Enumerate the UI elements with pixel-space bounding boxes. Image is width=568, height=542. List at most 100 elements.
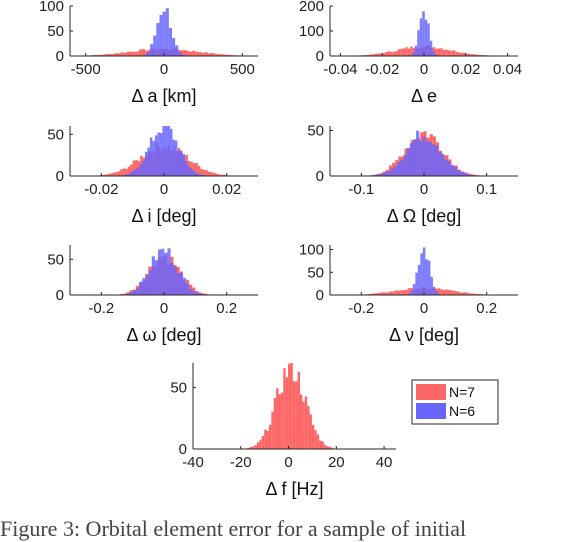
histogram-bar bbox=[380, 292, 383, 295]
histogram-bar bbox=[268, 424, 272, 449]
histogram-series bbox=[140, 8, 188, 57]
histogram-bar bbox=[372, 293, 376, 295]
x-tick-label: -0.02 bbox=[84, 181, 118, 198]
histogram-bar bbox=[278, 394, 281, 449]
histogram-bar bbox=[107, 174, 111, 176]
histogram-bar bbox=[472, 54, 476, 56]
histogram-bar bbox=[377, 292, 381, 295]
histogram-bar bbox=[390, 291, 393, 295]
histogram-bar bbox=[145, 50, 149, 56]
histogram-bar bbox=[388, 165, 393, 176]
x-tick-label: 0.2 bbox=[216, 300, 237, 317]
histogram-bar bbox=[452, 50, 456, 56]
histogram-bar bbox=[198, 52, 202, 56]
histogram-bar bbox=[475, 54, 478, 56]
histogram-bar bbox=[261, 435, 265, 449]
histogram-bar bbox=[290, 363, 293, 449]
histogram-bar bbox=[406, 148, 410, 176]
histogram-bar bbox=[183, 277, 187, 295]
histogram-bar bbox=[202, 174, 206, 176]
histogram-bar bbox=[412, 48, 416, 56]
histogram-bar bbox=[387, 292, 391, 295]
histogram-bar bbox=[285, 377, 289, 449]
histogram-bar bbox=[185, 50, 190, 56]
histogram-panel: -0.2 0 0.2 0 50 100 Δ ν [deg] bbox=[299, 242, 518, 345]
histogram-bar bbox=[170, 263, 174, 295]
histogram-bar bbox=[136, 288, 140, 295]
histogram-bar bbox=[247, 447, 250, 449]
histogram-bar bbox=[385, 51, 388, 56]
histogram-bar bbox=[447, 161, 451, 176]
histogram-bar bbox=[217, 174, 221, 176]
histogram-bar bbox=[409, 143, 413, 176]
histogram-panel: -0.04 -0.02 0 0.02 0.04 0 100 200 Δ e bbox=[299, 0, 522, 106]
histogram-bar bbox=[455, 51, 458, 56]
histogram-bar bbox=[132, 51, 136, 56]
histogram-bar bbox=[264, 429, 267, 449]
histogram-bar bbox=[104, 54, 108, 56]
histogram-bar bbox=[112, 172, 116, 176]
histogram-bar bbox=[447, 50, 451, 56]
histogram-bar bbox=[259, 439, 262, 449]
histogram-bar bbox=[380, 53, 383, 56]
x-tick-label: 40 bbox=[376, 454, 393, 471]
histogram-bar bbox=[135, 160, 138, 176]
histogram-bar bbox=[431, 144, 435, 176]
histogram-bar bbox=[394, 166, 398, 176]
histogram-bar bbox=[126, 51, 130, 56]
histogram-bar bbox=[189, 51, 193, 56]
histogram-panel: -0.02 0 0.02 0 50 Δ i [deg] bbox=[47, 126, 258, 226]
figure-caption: Figure 3: Orbital element error for a sa… bbox=[0, 516, 467, 541]
histogram-bar bbox=[184, 161, 188, 176]
histogram-bar bbox=[442, 49, 446, 56]
histogram-bar bbox=[151, 256, 155, 295]
histogram-bar bbox=[457, 291, 461, 295]
histogram-bar bbox=[467, 293, 471, 295]
histogram-bar bbox=[167, 248, 171, 295]
histogram-bar bbox=[159, 133, 163, 176]
histogram-bar bbox=[110, 173, 113, 176]
histogram-bar bbox=[178, 51, 182, 56]
histogram-bar bbox=[192, 50, 196, 56]
x-tick-label: -500 bbox=[71, 61, 101, 78]
x-tick-label: 0.02 bbox=[451, 61, 480, 78]
histogram-bar bbox=[307, 406, 310, 449]
histogram-bar bbox=[412, 284, 416, 295]
histogram-bar bbox=[197, 173, 201, 176]
histogram-bar bbox=[192, 291, 196, 295]
histogram-bar bbox=[195, 162, 198, 176]
legend-label: N=6 bbox=[449, 403, 475, 419]
histogram-bar bbox=[220, 174, 223, 176]
y-tick-label: 50 bbox=[307, 123, 324, 140]
histogram-bar bbox=[200, 168, 203, 176]
histogram-bar bbox=[254, 445, 258, 449]
histogram-bar bbox=[297, 371, 300, 449]
legend-swatch bbox=[416, 384, 446, 400]
histogram-bar bbox=[462, 292, 466, 295]
histogram-bar bbox=[437, 48, 441, 56]
y-tick-label: 0 bbox=[316, 287, 324, 304]
histogram-bar bbox=[407, 293, 411, 295]
histogram-series bbox=[405, 247, 441, 295]
histogram-bar bbox=[400, 159, 404, 176]
histogram-bar bbox=[126, 293, 130, 295]
histogram-series bbox=[247, 363, 334, 449]
x-tick-label: 0.2 bbox=[476, 300, 497, 317]
histogram-bar bbox=[326, 446, 329, 449]
histogram-bar bbox=[153, 35, 157, 56]
histogram-bar bbox=[415, 272, 418, 295]
histogram-bar bbox=[201, 52, 205, 56]
x-tick-label: -0.2 bbox=[88, 300, 114, 317]
x-tick-label: 20 bbox=[328, 454, 345, 471]
x-tick-label: 500 bbox=[230, 61, 255, 78]
histogram-bar bbox=[428, 141, 432, 176]
histogram-bar bbox=[134, 169, 138, 176]
histogram-bar bbox=[173, 267, 177, 295]
histogram-bar bbox=[113, 53, 117, 56]
legend-swatch bbox=[416, 403, 446, 419]
histogram-bar bbox=[149, 137, 153, 176]
histogram-bar bbox=[120, 293, 124, 295]
x-tick-label: 0 bbox=[420, 300, 428, 317]
histogram-bar bbox=[405, 47, 408, 56]
